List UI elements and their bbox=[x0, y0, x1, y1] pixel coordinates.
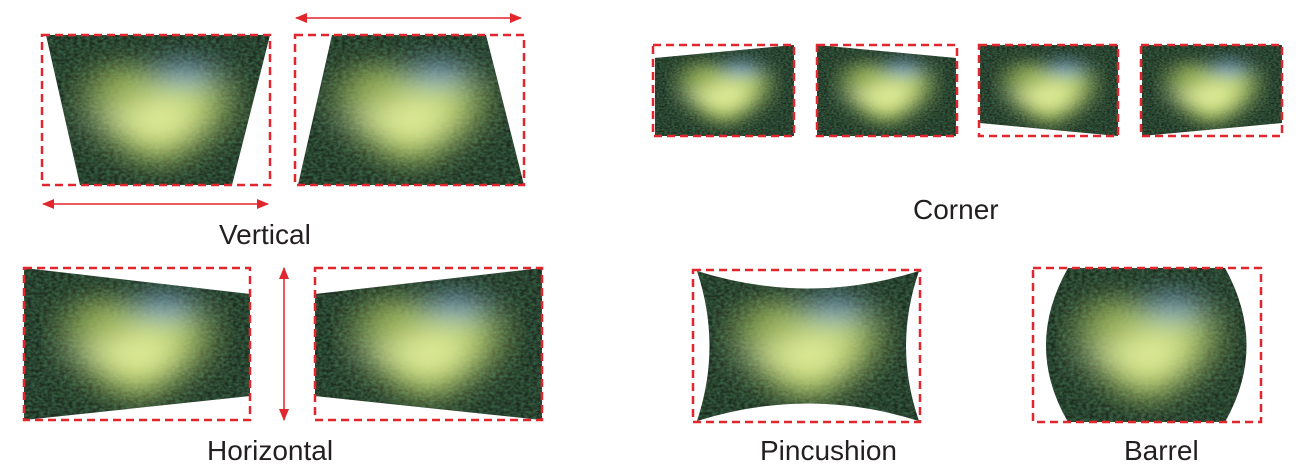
vertical-distorted-image-narrow-bottom bbox=[46, 35, 270, 185]
pincushion-distorted-image bbox=[697, 271, 919, 421]
horizontal-keystone-group bbox=[22, 266, 544, 422]
pincushion-frame bbox=[691, 268, 922, 424]
horizontal-distorted-image-narrow-left bbox=[315, 268, 542, 420]
horizontal-frame-right bbox=[313, 266, 544, 422]
barrel-frame bbox=[1031, 266, 1263, 424]
corner-frame-3 bbox=[977, 43, 1120, 138]
corner-frame-4 bbox=[1139, 43, 1284, 138]
vertical-distorted-image-narrow-top bbox=[298, 35, 524, 185]
horizontal-frame-left bbox=[22, 266, 252, 422]
vertical-frame-left bbox=[40, 33, 272, 187]
pincushion-group bbox=[691, 268, 922, 424]
barrel-distorted-image bbox=[1040, 268, 1255, 422]
corner-frame-2 bbox=[815, 43, 959, 138]
barrel-group bbox=[1031, 266, 1263, 424]
corner-image-top-left-lowered bbox=[655, 45, 794, 136]
barrel-label: Barrel bbox=[1124, 435, 1199, 466]
horizontal-label: Horizontal bbox=[207, 435, 334, 466]
vertical-label: Vertical bbox=[219, 219, 311, 250]
pincushion-label: Pincushion bbox=[760, 435, 897, 466]
corner-image-bottom-right-raised bbox=[1142, 45, 1282, 136]
vertical-keystone-group bbox=[40, 13, 526, 209]
vertical-frame-right bbox=[293, 33, 526, 187]
corner-image-top-right-lowered bbox=[817, 45, 956, 136]
corner-group bbox=[651, 43, 1284, 138]
horizontal-distorted-image-narrow-right bbox=[24, 268, 250, 420]
corner-label: Corner bbox=[913, 194, 999, 225]
corner-image-bottom-left-raised bbox=[980, 45, 1118, 136]
corner-frame-1 bbox=[651, 43, 796, 138]
